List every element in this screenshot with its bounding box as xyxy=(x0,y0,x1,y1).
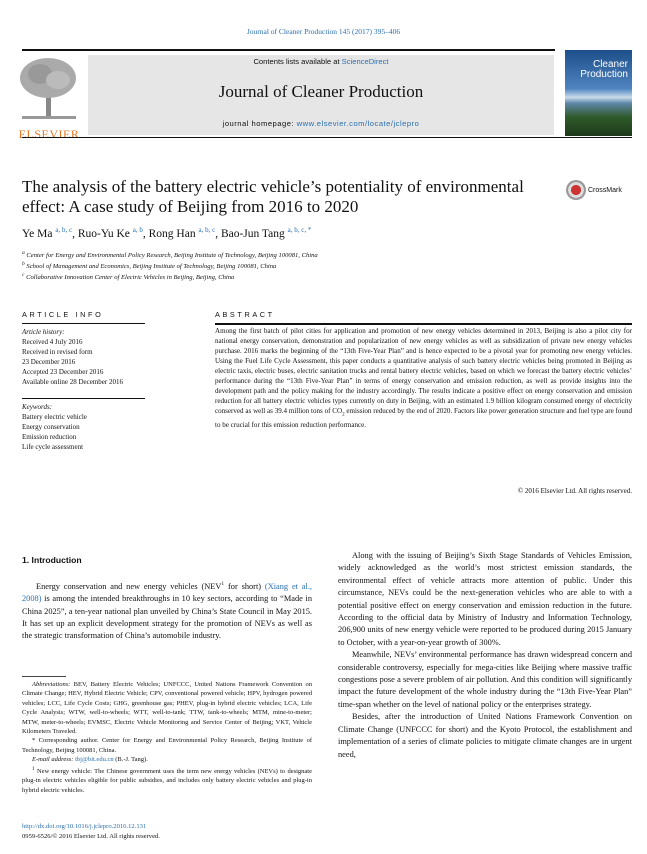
abstract-text: Among the first batch of pilot cities fo… xyxy=(215,327,632,430)
history-item: 23 December 2016 xyxy=(22,358,76,366)
email-link[interactable]: tbj@bit.edu.cn xyxy=(75,756,114,764)
article-history: Article history: Received 4 July 2016 Re… xyxy=(22,327,123,387)
homepage-link[interactable]: www.elsevier.com/locate/jclepro xyxy=(296,119,420,128)
section-heading-introduction: 1. Introduction xyxy=(22,555,82,565)
article-info-heading: ARTICLE INFO xyxy=(22,310,104,319)
abstract-heading: ABSTRACT xyxy=(215,310,275,319)
crossmark-icon xyxy=(566,180,586,200)
history-item: Received in revised form xyxy=(22,348,93,356)
divider xyxy=(22,398,145,399)
affiliation: b School of Management and Economics, Be… xyxy=(22,261,277,271)
intro-paragraph: Besides, after the introduction of Unite… xyxy=(338,712,632,759)
crossmark-button[interactable]: CrossMark xyxy=(566,180,632,200)
affiliation: c Collaborative Innovation Center of Ele… xyxy=(22,272,235,282)
intro-paragraph: Along with the issuing of Beijing’s Sixt… xyxy=(338,551,632,647)
history-item: Accepted 23 December 2016 xyxy=(22,368,104,376)
intro-paragraph: Meanwhile, NEVs’ environmental performan… xyxy=(338,650,632,709)
journal-cover[interactable]: Cleaner Production xyxy=(565,50,632,136)
keyword: Emission reduction xyxy=(22,433,77,441)
affiliations: a Center for Energy and Environmental Po… xyxy=(22,249,318,283)
citation-link[interactable]: (Xiang et al., 2008) xyxy=(22,581,313,604)
footnote-ref[interactable]: 1 xyxy=(221,581,225,587)
contents-label: Contents lists available at xyxy=(253,57,342,66)
elsevier-logo: ELSEVIER xyxy=(18,56,80,141)
abstract-copyright: © 2016 Elsevier Ltd. All rights reserved… xyxy=(517,487,632,495)
publisher-name: ELSEVIER xyxy=(18,127,80,141)
keywords: Keywords: Battery electric vehicle Energ… xyxy=(22,402,87,452)
author[interactable]: Rong Han a, b, c xyxy=(148,226,216,240)
crossmark-label: CrossMark xyxy=(588,186,622,194)
keyword: Battery electric vehicle xyxy=(22,413,87,421)
history-item: Available online 28 December 2016 xyxy=(22,378,123,386)
keywords-label: Keywords: xyxy=(22,403,53,411)
author[interactable]: Ye Ma a, b, c xyxy=(22,226,73,240)
journal-header-box: Contents lists available at ScienceDirec… xyxy=(88,55,554,135)
footnote-1: 1 New energy vehicle: The Chinese govern… xyxy=(22,765,312,794)
affiliation: a Center for Energy and Environmental Po… xyxy=(22,250,318,260)
elsevier-tree-icon xyxy=(20,58,76,119)
doi-block: http://dx.doi.org/10.1016/j.jclepro.2016… xyxy=(22,822,160,841)
history-item: Received 4 July 2016 xyxy=(22,338,83,346)
doi-link[interactable]: http://dx.doi.org/10.1016/j.jclepro.2016… xyxy=(22,823,147,830)
abbreviations-footnote: Abbreviations: BEV, Battery Electric Veh… xyxy=(22,681,312,736)
footnote-divider xyxy=(22,676,66,677)
history-label: Article history: xyxy=(22,328,65,336)
email-footnote: E-mail address: tbj@bit.edu.cn (B.-J. Ta… xyxy=(32,756,148,764)
divider xyxy=(22,323,145,324)
intro-paragraph: Energy conservation and new energy vehic… xyxy=(22,581,313,641)
divider xyxy=(215,323,632,325)
keyword: Energy conservation xyxy=(22,423,80,431)
keyword: Life cycle assessment xyxy=(22,443,84,451)
sciencedirect-link[interactable]: ScienceDirect xyxy=(341,57,389,66)
footnotes: Abbreviations: BEV, Battery Electric Veh… xyxy=(22,680,312,795)
journal-reference[interactable]: Journal of Cleaner Production 145 (2017)… xyxy=(246,27,401,36)
corresponding-footnote: * Corresponding author. Center for Energ… xyxy=(22,737,312,754)
divider xyxy=(22,49,555,51)
cover-title: Cleaner xyxy=(592,59,628,70)
issn-copyright: 0959-6526/© 2016 Elsevier Ltd. All right… xyxy=(22,832,160,840)
author[interactable]: Bao-Jun Tang a, b, c, * xyxy=(220,226,312,240)
homepage-label: journal homepage: xyxy=(222,119,297,128)
journal-title: Journal of Cleaner Production xyxy=(218,82,424,101)
article-title: The analysis of the battery electric veh… xyxy=(22,177,524,216)
right-column: Along with the issuing of Beijing’s Sixt… xyxy=(338,550,632,761)
cover-title: Production xyxy=(580,69,628,80)
divider xyxy=(22,137,632,138)
author-list: Ye Ma a, b, c, Ruo-Yu Ke a, b, Rong Han … xyxy=(22,226,312,240)
author[interactable]: Ruo-Yu Ke a, b xyxy=(77,226,143,240)
